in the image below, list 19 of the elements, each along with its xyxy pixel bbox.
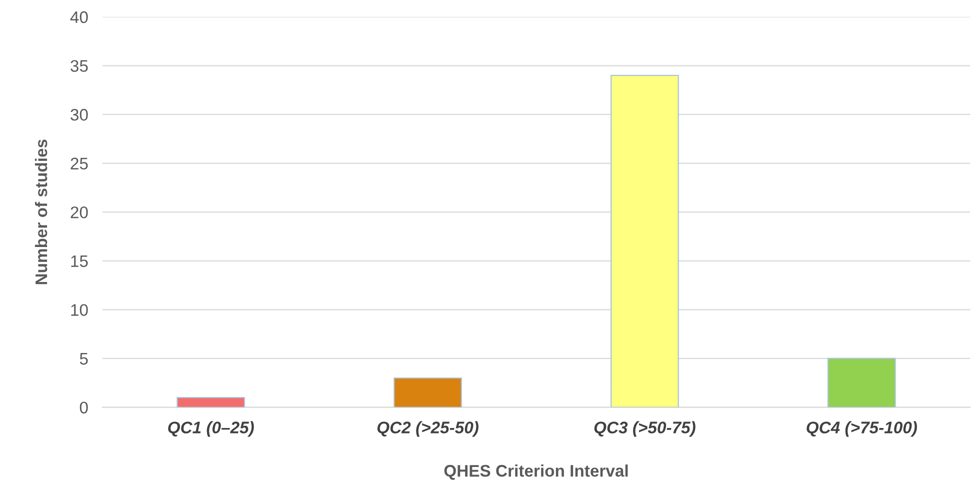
y-tick-label: 10 bbox=[71, 304, 88, 316]
y-tick-label: 20 bbox=[70, 206, 88, 218]
x-tick-label: QC3 (>50-75) bbox=[594, 421, 696, 437]
x-tick-label: QC4 (>75-100) bbox=[806, 421, 917, 437]
y-tick-label: 30 bbox=[70, 108, 88, 121]
y-tick-label: 0 bbox=[80, 402, 88, 414]
bar bbox=[176, 396, 246, 408]
bar bbox=[394, 377, 462, 408]
bar bbox=[827, 358, 896, 408]
x-tick-label: QC2 (>25-50) bbox=[377, 421, 478, 437]
y-tick-label: 5 bbox=[80, 353, 88, 365]
x-axis-title: QHES Criterion Interval bbox=[444, 464, 628, 480]
y-tick-label: 15 bbox=[71, 255, 88, 268]
bar bbox=[610, 74, 679, 408]
y-tick-label: 35 bbox=[70, 60, 88, 72]
y-tick-label: 25 bbox=[70, 158, 88, 170]
x-tick-label: QC1 (0–25) bbox=[168, 421, 254, 437]
y-tick-label: 40 bbox=[70, 11, 88, 24]
y-axis-title: Number of studies bbox=[34, 140, 48, 284]
